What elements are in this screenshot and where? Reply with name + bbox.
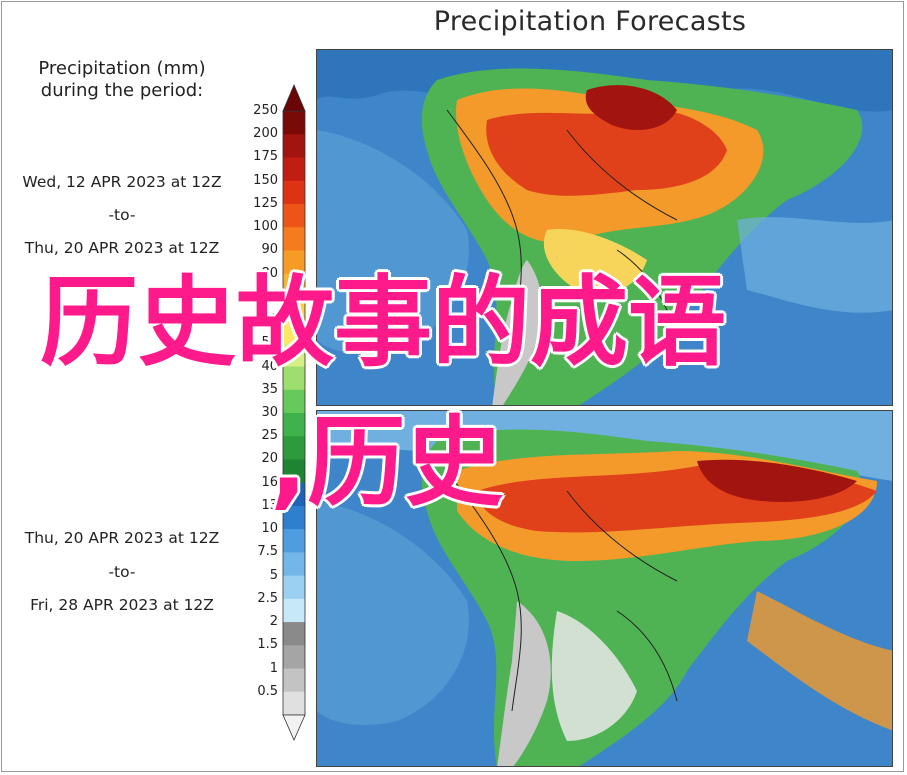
period-2-separator: -to-: [108, 563, 136, 581]
colorbar-bottom-arrow: [282, 714, 306, 741]
colorbar-tick-label: 1.5: [257, 637, 278, 653]
colorbar-segments: [282, 110, 306, 716]
legend-title-line-2: during the period:: [40, 80, 204, 101]
colorbar-segment: [283, 459, 305, 484]
colorbar-segment: [283, 552, 305, 577]
colorbar-tick-label: 20: [261, 451, 278, 467]
colorbar-segment: [283, 389, 305, 414]
colorbar-segment: [283, 436, 305, 460]
colorbar-segment: [283, 645, 305, 670]
colorbar-segment: [283, 598, 305, 623]
colorbar-segment: [283, 482, 305, 507]
colorbar-segment: [283, 250, 305, 275]
forecast-map-period-2: [316, 410, 893, 767]
colorbar-segment: [283, 622, 305, 646]
colorbar-tick-label: 125: [253, 195, 278, 211]
colorbar-tick-label: 2: [269, 614, 278, 630]
colorbar-segment: [283, 413, 305, 437]
colorbar-tick-label: 2.5: [257, 590, 278, 606]
colorbar-tick-label: 7.5: [257, 544, 278, 560]
period-1-start: Wed, 12 APR 2023 at 12Z: [22, 173, 222, 191]
colorbar-segment: [283, 273, 305, 298]
colorbar-segment: [283, 529, 305, 553]
colorbar-segment: [283, 343, 305, 368]
colorbar-segment: [283, 180, 305, 205]
legend-title-line-1: Precipitation (mm): [38, 58, 206, 79]
period-1-end: Thu, 20 APR 2023 at 12Z: [24, 239, 220, 257]
forecast-map-period-1: [316, 49, 893, 406]
colorbar-tick-label: 200: [253, 126, 278, 142]
colorbar-segment: [283, 505, 305, 530]
period-1-separator: -to-: [108, 206, 136, 224]
colorbar-segment: [283, 366, 305, 391]
colorbar-tick-label: 30: [261, 405, 278, 420]
colorbar-top-arrow: [282, 83, 306, 112]
period-2-end: Fri, 28 APR 2023 at 12Z: [30, 596, 214, 614]
colorbar-segment: [283, 668, 305, 693]
watermark-overlay-line-2: ,历史: [270, 406, 504, 520]
colorbar-segment: [283, 575, 305, 600]
colorbar-tick-label: 40: [261, 358, 278, 374]
colorbar-segment: [283, 227, 305, 251]
colorbar-tick-label: 50: [261, 335, 278, 351]
colorbar-tick-label: 13: [261, 497, 278, 513]
colorbar-segment: [283, 134, 305, 158]
colorbar-tick-label: 35: [261, 381, 278, 397]
colorbar-tick-label: 150: [253, 172, 278, 188]
colorbar: [282, 83, 306, 741]
legend-title: Precipitation (mm) during the period:: [8, 58, 236, 102]
colorbar-segment: [283, 691, 305, 716]
colorbar-tick-label: 25: [261, 428, 278, 444]
colorbar-tick-label: 70: [261, 288, 278, 304]
colorbar-tick-label: 10: [261, 521, 278, 537]
colorbar-segment: [283, 157, 305, 182]
watermark-overlay-line-1: 历史故事的成语: [40, 266, 727, 380]
colorbar-tick-label: 0.5: [257, 683, 278, 699]
page-title: Precipitation Forecasts: [433, 6, 747, 37]
colorbar-tick-label: 16: [261, 474, 278, 490]
colorbar-tick-label: 100: [253, 219, 278, 235]
colorbar-tick-label: 250: [253, 103, 278, 118]
colorbar-segment: [283, 111, 305, 135]
colorbar-tick-label: 1: [269, 660, 278, 676]
colorbar-tick-label: 90: [261, 242, 278, 258]
colorbar-tick-label: 5: [269, 567, 278, 583]
colorbar-tick-label: 60: [261, 312, 278, 328]
colorbar-segment: [283, 203, 305, 228]
colorbar-tick-label: 80: [261, 265, 278, 281]
colorbar-segment: [283, 320, 305, 344]
colorbar-segment: [283, 296, 305, 321]
period-2-start: Thu, 20 APR 2023 at 12Z: [24, 529, 220, 547]
colorbar-tick-label: 175: [253, 149, 278, 165]
